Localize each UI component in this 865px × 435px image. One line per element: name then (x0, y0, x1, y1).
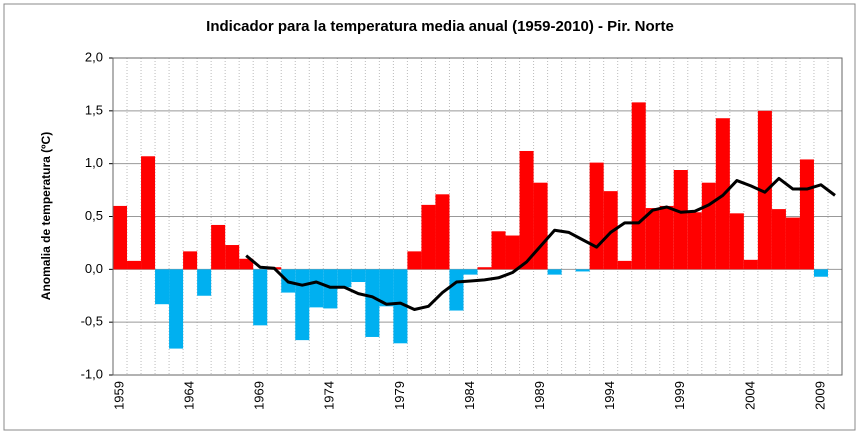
bar (253, 269, 268, 326)
bar (295, 269, 310, 341)
bar (533, 182, 548, 270)
plot-border (112, 57, 843, 376)
y-tick-label: 1,5 (85, 102, 103, 117)
bar (617, 260, 632, 270)
bar (631, 102, 646, 270)
bar (197, 269, 212, 296)
bar (757, 110, 772, 270)
bar (659, 205, 674, 270)
bar (351, 269, 366, 283)
bar (239, 258, 254, 270)
bar (435, 194, 450, 270)
bar (337, 269, 352, 288)
bar (813, 269, 828, 277)
bar (673, 170, 688, 270)
bar (421, 204, 436, 270)
trend-line (245, 176, 836, 311)
y-axis-label: Anomalia de temperatura (ºC) (39, 132, 53, 300)
bar (589, 162, 604, 270)
bar (785, 217, 800, 270)
bar (113, 205, 128, 270)
y-tick-label: -0,5 (81, 314, 103, 329)
y-tick-label: 0,0 (85, 261, 103, 276)
bar (547, 269, 562, 275)
bar (141, 156, 156, 270)
bar (575, 269, 590, 272)
bar (519, 150, 534, 270)
bar (743, 259, 758, 270)
bar (155, 269, 170, 305)
y-tick-label: 0,5 (85, 208, 103, 223)
x-tick-label: 1964 (182, 381, 197, 410)
x-tick-label: 1994 (602, 381, 617, 410)
bar (449, 269, 464, 311)
bar (477, 267, 492, 270)
y-tick-label: 2,0 (85, 49, 103, 64)
bar (393, 269, 408, 344)
x-tick-label: 1984 (462, 381, 477, 410)
y-tick-label: 1,0 (85, 155, 103, 170)
chart-title: Indicador para la temperatura media anua… (206, 18, 674, 35)
x-tick-label: 2009 (812, 381, 827, 410)
x-tick-label: 1974 (322, 381, 337, 410)
x-tick-label: 1989 (532, 381, 547, 410)
bar (799, 159, 814, 270)
bar (169, 269, 184, 349)
bar (603, 191, 618, 270)
bar (323, 269, 338, 309)
bar (211, 224, 226, 270)
bar (491, 231, 506, 270)
bar (379, 269, 394, 307)
bar (225, 245, 240, 270)
bar (645, 208, 660, 270)
bar (365, 269, 380, 337)
x-tick-label: 1979 (392, 381, 407, 410)
bar (309, 269, 324, 308)
x-tick-label: 1969 (252, 381, 267, 410)
bar (407, 251, 422, 270)
x-tick-label: 1959 (111, 381, 126, 410)
bar (127, 260, 142, 270)
bar (463, 269, 478, 275)
bar (729, 213, 744, 270)
y-tick-label: -1,0 (81, 366, 103, 381)
bar (183, 251, 198, 270)
bar (701, 182, 716, 270)
x-tick-label: 1999 (672, 381, 687, 410)
bar (505, 235, 520, 270)
bar (687, 212, 702, 270)
x-tick-label: 2004 (742, 381, 757, 410)
bar (771, 209, 786, 270)
